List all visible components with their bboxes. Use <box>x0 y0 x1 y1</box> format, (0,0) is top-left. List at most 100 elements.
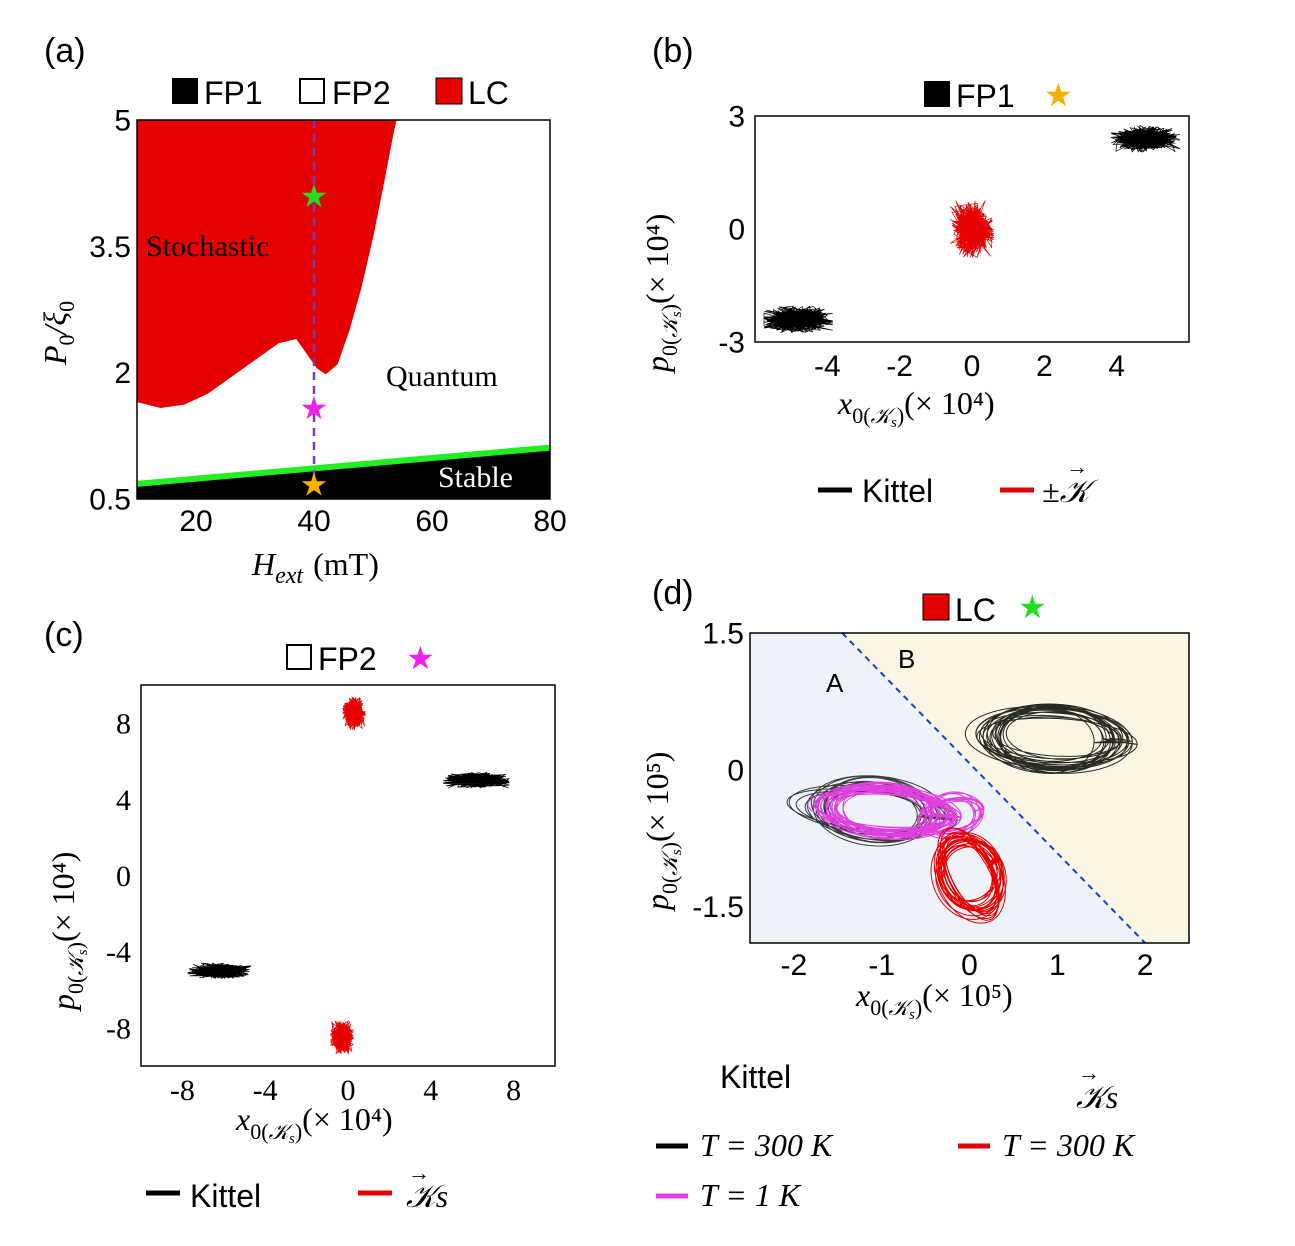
panel-a-xtick: 60 <box>415 505 448 538</box>
panel-c: (c) FP2 ★ -8 -4 0 4 8 -8 -4 0 4 8 x0(𝒦s)(× 10⁴) p… <box>44 616 556 1214</box>
legend-fp2-label: FP2 <box>318 641 377 677</box>
legend-ks-header: 𝒦s <box>1076 1079 1118 1115</box>
panel-d-label: (d) <box>652 574 694 612</box>
cluster-0-1 <box>187 962 251 980</box>
panel-b-ytick: 3 <box>728 101 745 134</box>
cluster-0-0 <box>1109 124 1181 153</box>
legend-fp2-label: FP2 <box>332 75 391 111</box>
star-magenta-icon: ★ <box>406 640 435 676</box>
legend-kittel-1k-label: T = 1 K <box>700 1177 802 1213</box>
panel-d-region-b: B <box>898 644 915 674</box>
star-green-icon: ★ <box>1018 589 1047 625</box>
panel-b-xtick: -4 <box>814 350 841 383</box>
legend-fp1-label: FP1 <box>204 75 263 111</box>
panel-a-xtick: 40 <box>297 505 330 538</box>
stable-boundary-line <box>136 444 551 487</box>
panel-b-xtick: -2 <box>886 350 913 383</box>
panel-a-region-quantum: Quantum <box>386 360 498 393</box>
panel-a: (a) FP1 FP2 LC ★ ★ ★ 20 40 60 80 0.5 2 3.5 5 Stoch… <box>37 32 567 589</box>
cluster-1-0 <box>341 696 367 730</box>
panel-a-ytick: 2 <box>114 357 131 390</box>
panel-d-ylabel: p0(𝒦s)(× 10⁵) <box>639 752 685 912</box>
panel-a-region-stable: Stable <box>438 461 513 494</box>
panel-c-xtick: 8 <box>506 1074 521 1107</box>
vector-arrow-icon: → <box>1066 454 1088 479</box>
panel-c-xlabel: x0(𝒦s)(× 10⁴) <box>235 1101 393 1147</box>
panel-d-xtick: -1 <box>868 949 895 982</box>
panel-d-xtick: -2 <box>781 949 808 982</box>
panel-c-ytick: 8 <box>116 708 131 741</box>
panel-d-ytick: -1.5 <box>692 891 744 924</box>
star-orange-icon: ★ <box>1044 77 1073 113</box>
plot-frame <box>140 684 556 1067</box>
legend-lc-label: LC <box>468 75 509 111</box>
plot-frame <box>749 632 1190 944</box>
legend-fp1-swatch <box>172 78 198 104</box>
panel-d-plot: -2 -1 0 1 2 1.5 0 -1.5 <box>692 618 1190 982</box>
vector-arrow-icon: → <box>1078 1060 1100 1085</box>
panel-c-xtick: -4 <box>253 1074 278 1107</box>
panel-c-plot: -8 -4 0 4 8 -8 -4 0 4 8 <box>106 684 556 1107</box>
attractor-kittel-1k <box>807 781 962 841</box>
panel-a-ylabel: P0/ξ0 <box>37 301 79 366</box>
panel-b: (b) FP1 ★ -4 -2 0 2 4 -3 0 3 x0(𝒦s)(× 10⁴) p0(𝒦… <box>639 32 1190 509</box>
panel-c-xtick: -8 <box>170 1074 195 1107</box>
legend-ks-label: 𝒦s <box>406 1178 448 1214</box>
panel-b-legend-bottom: Kittel ±𝒦 → <box>818 454 1100 509</box>
panel-c-xtick: 4 <box>423 1074 438 1107</box>
panel-d-xtick: 1 <box>1049 949 1066 982</box>
panel-a-legend: FP1 FP2 LC <box>172 75 509 111</box>
legend-kittel-label: Kittel <box>862 473 933 509</box>
lc-region <box>137 120 397 409</box>
panel-a-xtick: 80 <box>533 505 566 538</box>
panel-b-xlabel: x0(𝒦s)(× 10⁴) <box>837 385 995 431</box>
panel-a-ytick: 5 <box>114 105 131 138</box>
cluster-1-0 <box>950 200 995 258</box>
attractor-ks-300k <box>930 827 1007 924</box>
panel-b-xtick: 4 <box>1108 350 1125 383</box>
panel-d-ytick: 0 <box>727 754 744 787</box>
vector-arrow-icon: → <box>408 1160 430 1185</box>
panel-d-xtick: 2 <box>1137 949 1154 982</box>
legend-fp1-swatch <box>924 81 950 107</box>
attractor-kittel-1k-center <box>916 791 985 840</box>
panel-c-ytick: -4 <box>106 936 131 969</box>
panel-c-legend-top: FP2 ★ <box>286 640 435 677</box>
legend-fp2-swatch <box>286 644 312 670</box>
panel-b-ytick: 0 <box>728 214 745 247</box>
panel-d-xtick: 0 <box>961 949 978 982</box>
panel-b-legend-top: FP1 ★ <box>924 77 1073 114</box>
panel-c-label: (c) <box>44 616 84 654</box>
attractor-kittel-300k-right <box>964 703 1138 775</box>
cluster-0-1 <box>763 305 833 334</box>
panel-c-ytick: -8 <box>106 1012 131 1045</box>
panel-b-xtick: 2 <box>1036 350 1053 383</box>
panel-a-region-stochastic: Stochastic <box>146 230 269 263</box>
panel-a-ytick: 3.5 <box>89 231 131 264</box>
legend-fp1-label: FP1 <box>956 78 1015 114</box>
panel-c-xtick: 0 <box>341 1074 356 1107</box>
legend-fp2-swatch <box>299 78 325 104</box>
plot-frame <box>136 119 551 500</box>
panel-a-xlabel: Hext (mT) <box>251 546 379 589</box>
panel-c-ytick: 4 <box>116 784 131 817</box>
legend-lc-swatch <box>922 593 950 621</box>
legend-kittel-label: Kittel <box>190 1178 261 1214</box>
panel-a-ytick: 0.5 <box>89 484 131 517</box>
panel-d-legend-top: LC ★ <box>922 589 1047 628</box>
legend-kittel-header: Kittel <box>720 1059 791 1095</box>
panel-a-xtick: 20 <box>179 505 212 538</box>
panel-a-label: (a) <box>44 32 86 70</box>
panel-a-plot: ★ ★ ★ 20 40 60 80 0.5 2 3.5 5 <box>89 105 566 539</box>
panel-d-ytick: 1.5 <box>702 618 744 651</box>
fp1-region <box>137 447 550 499</box>
cluster-1-1 <box>329 1020 355 1055</box>
panel-d-xlabel: x0(𝒦s)(× 10⁵) <box>855 977 1013 1023</box>
panel-b-ylabel: p0(𝒦s)(× 10⁴) <box>639 214 685 374</box>
panel-b-ytick: -3 <box>718 327 745 360</box>
star-marker-2: ★ <box>300 467 329 503</box>
panel-b-xtick: 0 <box>964 350 981 383</box>
panel-c-ytick: 0 <box>116 860 131 893</box>
panel-b-plot: -4 -2 0 2 4 -3 0 3 <box>718 101 1190 383</box>
